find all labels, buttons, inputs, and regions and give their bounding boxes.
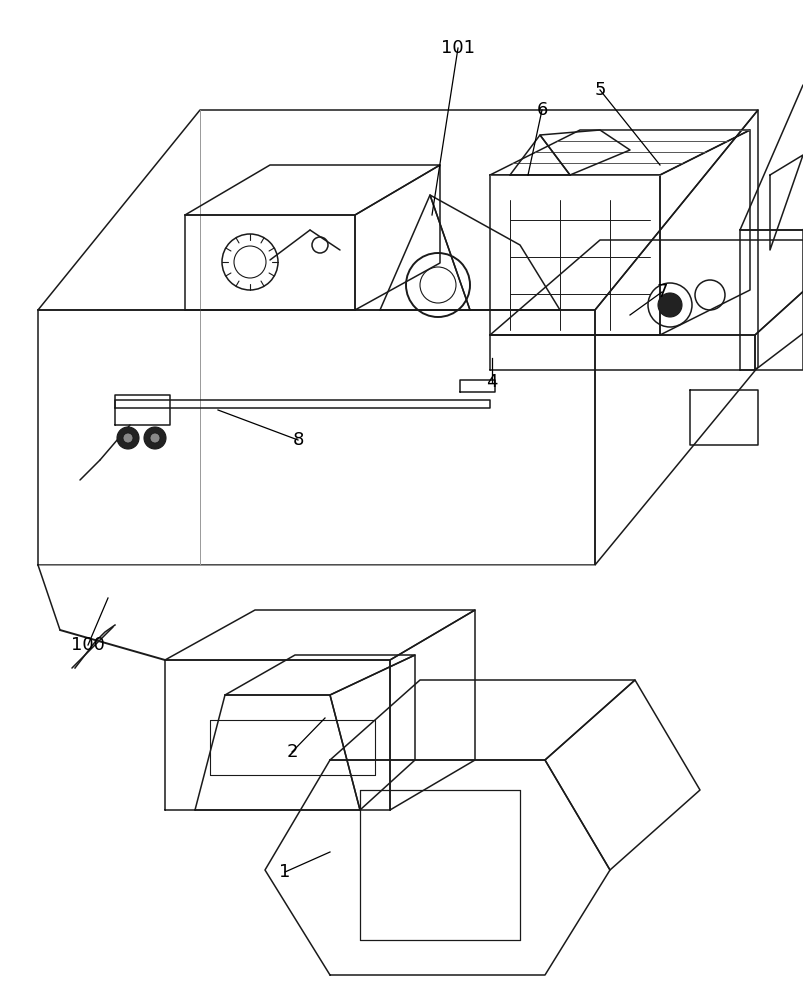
Circle shape	[123, 433, 132, 443]
Circle shape	[117, 427, 139, 449]
Text: 5: 5	[593, 81, 605, 99]
Text: 101: 101	[441, 39, 475, 57]
Text: 8: 8	[292, 431, 304, 449]
Circle shape	[657, 293, 681, 317]
Circle shape	[150, 433, 160, 443]
Text: 4: 4	[486, 373, 497, 391]
Text: 100: 100	[71, 636, 105, 654]
Text: 2: 2	[286, 743, 297, 761]
Text: 7: 7	[655, 283, 667, 301]
Text: 6: 6	[536, 101, 547, 119]
Text: 1: 1	[279, 863, 291, 881]
Circle shape	[144, 427, 165, 449]
